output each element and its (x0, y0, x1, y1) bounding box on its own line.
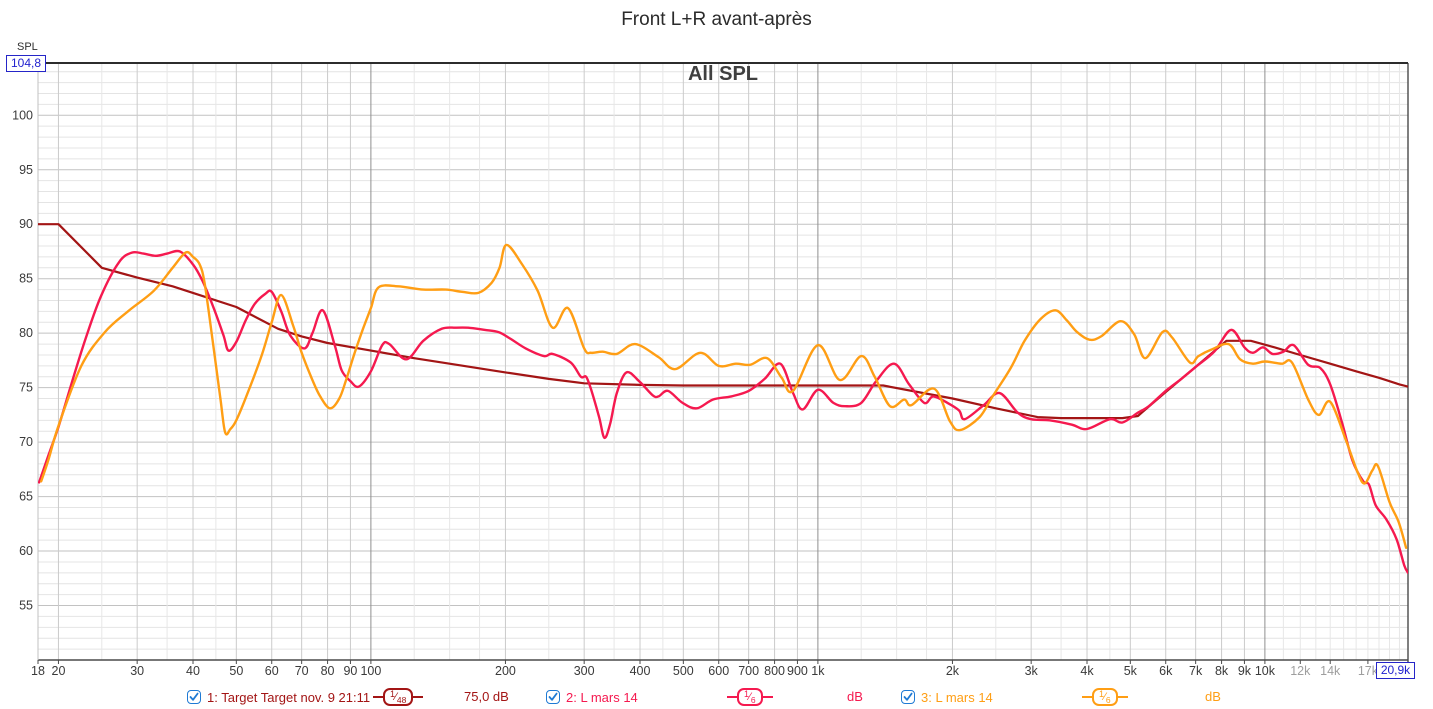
trace-1-curve (38, 223, 1408, 420)
x-tick-label: 500 (673, 664, 694, 678)
trace-3-smoothing-badge[interactable]: 1 ⁄ 6 (1092, 688, 1118, 706)
trace-2-smoothing-badge[interactable]: 1 ⁄ 6 (737, 688, 763, 706)
x-tick-label: 12k (1290, 664, 1311, 678)
trace-legend: 1: Target Target nov. 9 21:11 1 ⁄ 48 75,0 … (0, 686, 1433, 709)
smoothing-denominator: 6 (1105, 694, 1111, 705)
x-tick-label: 8k (1215, 664, 1229, 678)
fraction-slash: ⁄ (395, 690, 397, 703)
x-tick-label: 4k (1080, 664, 1094, 678)
x-tick-label: 60 (265, 664, 279, 678)
x-tick-label: 900 (787, 664, 808, 678)
trace-1-level-value[interactable]: 75,0 dB (464, 689, 509, 704)
y-tick-label: 85 (19, 272, 33, 286)
fraction-slash: ⁄ (1104, 690, 1106, 703)
check-icon (548, 692, 558, 701)
trace-3-label[interactable]: 3: L mars 14 (921, 689, 993, 705)
trace-3-level-value[interactable]: dB (1205, 689, 1221, 704)
trace-line-stub (727, 696, 737, 698)
trace-line-stub (1117, 696, 1128, 698)
x-tick-label: 17k (1358, 664, 1379, 678)
y-tick-label: 70 (19, 435, 33, 449)
smoothing-denominator: 48 (396, 694, 407, 705)
y-tick-label: 60 (19, 544, 33, 558)
trace-1-smoothing: 1 ⁄ 48 (373, 686, 424, 708)
x-tick-label: 30 (130, 664, 144, 678)
x-tick-label: 14k (1320, 664, 1341, 678)
x-tick-label: 200 (495, 664, 516, 678)
trace-3-smoothing: 1 ⁄ 6 (1082, 686, 1128, 708)
x-tick-label: 18 (31, 664, 45, 678)
y-tick-label: 65 (19, 490, 33, 504)
trace-2-level-value[interactable]: dB (847, 689, 863, 704)
x-tick-label: 7k (1189, 664, 1203, 678)
trace-2-curve (38, 249, 1408, 574)
legend-item-l-mars-14-after: 3: L mars 14 (901, 686, 993, 708)
trace-3-curve (40, 243, 1408, 549)
smoothing-numerator: 1 (1099, 688, 1105, 699)
x-tick-label: 20 (52, 664, 66, 678)
y-tick-label: 75 (19, 381, 33, 395)
x-tick-label: 6k (1159, 664, 1173, 678)
gridlines (38, 63, 1408, 660)
y-tick-label: 90 (19, 217, 33, 231)
x-tick-label: 40 (186, 664, 200, 678)
x-tick-label: 800 (764, 664, 785, 678)
smoothing-numerator: 1 (744, 688, 750, 699)
x-tick-label: 50 (229, 664, 243, 678)
trace-1-smoothing-badge[interactable]: 1 ⁄ 48 (383, 688, 414, 706)
x-tick-label: 9k (1238, 664, 1252, 678)
x-tick-label: 700 (738, 664, 759, 678)
check-icon (903, 692, 913, 701)
x-tick-label: 1k (811, 664, 825, 678)
smoothing-numerator: 1 (390, 688, 396, 699)
x-axis-end-value-box[interactable]: 20,9k (1376, 662, 1415, 679)
trace-line-stub (413, 696, 424, 698)
trace-line-stub (762, 696, 773, 698)
fraction-slash: ⁄ (749, 690, 751, 703)
x-tick-label: 2k (946, 664, 960, 678)
x-axis-labels: 18 20 30 40 50 60 70 80 90 100 200 300 400 500 600 700 8… (31, 660, 1379, 678)
page-title: Front L+R avant-après (621, 9, 812, 30)
y-axis-unit-label: SPL (17, 41, 38, 53)
trace-2-smoothing: 1 ⁄ 6 (727, 686, 773, 708)
x-tick-label: 400 (630, 664, 651, 678)
x-tick-label: 100 (360, 664, 381, 678)
trace-line-stub (373, 696, 383, 698)
x-tick-label: 3k (1025, 664, 1039, 678)
plot-border (37, 62, 1409, 664)
y-axis-top-value-box[interactable]: 104,8 (6, 55, 46, 72)
x-tick-label: 70 (295, 664, 309, 678)
x-tick-label: 600 (708, 664, 729, 678)
trace-line-stub (1082, 696, 1092, 698)
graph-title: All SPL (687, 63, 758, 85)
trace-2-label[interactable]: 2: L mars 14 (566, 689, 638, 705)
x-tick-label: 90 (343, 664, 357, 678)
trace-2-checkbox[interactable] (546, 690, 560, 704)
x-tick-label: 10k (1255, 664, 1276, 678)
smoothing-denominator: 6 (750, 694, 756, 705)
legend-item-target: 1: Target Target nov. 9 21:11 (187, 686, 370, 708)
x-tick-label: 5k (1124, 664, 1138, 678)
x-tick-label: 80 (321, 664, 335, 678)
y-tick-label: 95 (19, 163, 33, 177)
trace-1-label[interactable]: 1: Target Target nov. 9 21:11 (207, 689, 371, 705)
legend-item-l-mars-14-before: 2: L mars 14 (546, 686, 638, 708)
trace-3-checkbox[interactable] (901, 690, 915, 704)
y-tick-label: 100 (12, 108, 33, 122)
trace-1-checkbox[interactable] (187, 690, 201, 704)
check-icon (189, 692, 199, 701)
y-tick-label: 80 (19, 326, 33, 340)
x-tick-label: 300 (574, 664, 595, 678)
y-axis-labels: 100 95 90 85 80 75 70 65 60 55 (12, 108, 33, 612)
y-tick-label: 55 (19, 599, 33, 613)
